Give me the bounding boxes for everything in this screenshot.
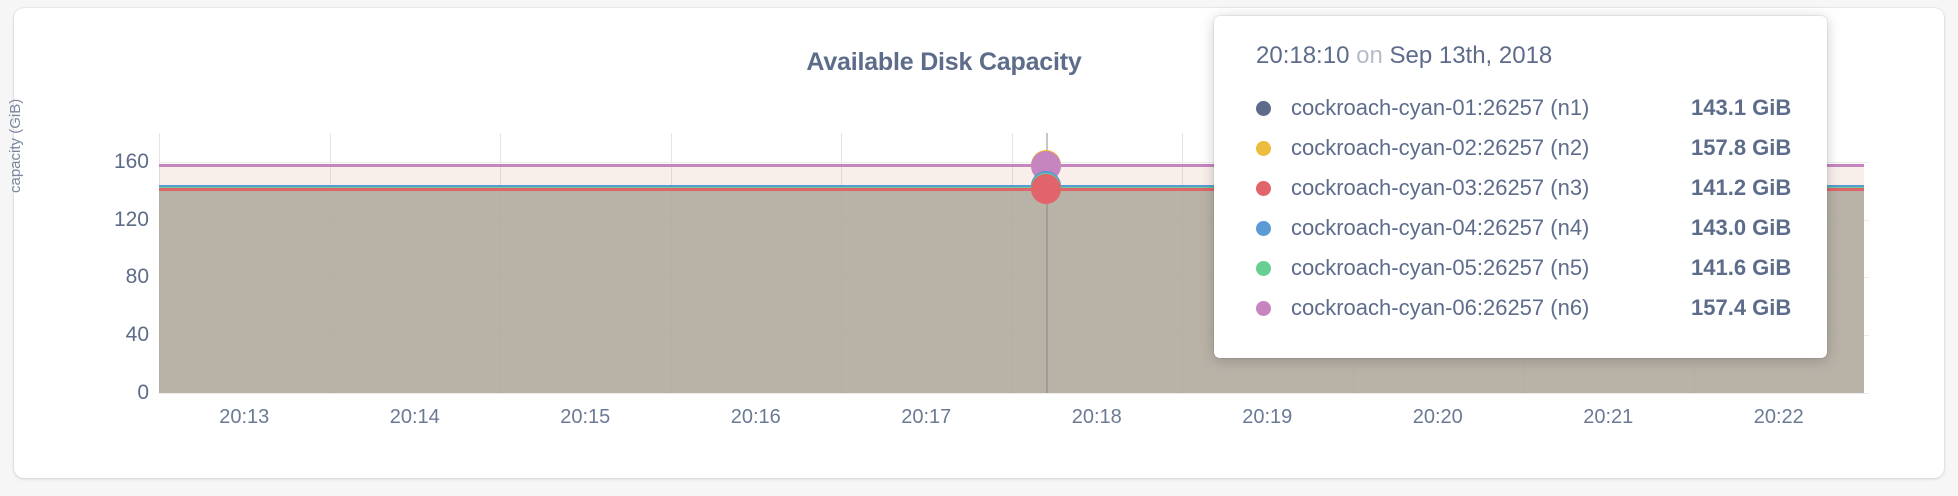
tooltip-connector: on [1356, 42, 1383, 69]
tooltip-series-value: 141.6 GiB [1691, 255, 1792, 280]
tooltip-time: 20:18:10 [1256, 42, 1350, 69]
x-tick-label: 20:21 [1583, 406, 1634, 428]
tooltip-series-value: 157.4 GiB [1691, 295, 1792, 320]
series-line-n4 [159, 184, 1864, 188]
y-gridline [159, 335, 1869, 337]
y-tick-label: 80 [125, 265, 149, 289]
y-tick-label: 160 [113, 149, 149, 173]
x-gridline [841, 133, 842, 393]
tooltip-date: Sep 13th, 2018 [1389, 42, 1553, 69]
x-tick-label: 20:22 [1753, 406, 1804, 428]
tooltip-row: cockroach-cyan-03:26257 (n3) 141.2 GiB [1256, 168, 1793, 208]
x-gridline [670, 133, 672, 393]
y-tick-label: 0 [137, 381, 149, 404]
y-gridline [159, 219, 1869, 221]
chart-card: Available Disk Capacity capacity (GiB) 0… [7, 8, 1944, 478]
tooltip-row: cockroach-cyan-04:26257 (n4) 143.0 GiB [1256, 208, 1793, 248]
tooltip-row: cockroach-cyan-05:26257 (n5) 141.6 GiB [1256, 248, 1793, 288]
tooltip-series-label: cockroach-cyan-03:26257 (n3) [1291, 175, 1590, 200]
x-tick-label: 20:18 [1071, 406, 1122, 428]
x-tick-label: 20:17 [901, 406, 952, 428]
tooltip-series-label: cockroach-cyan-01:26257 (n1) [1291, 95, 1590, 120]
tooltip-series-label: cockroach-cyan-02:26257 (n2) [1291, 135, 1590, 160]
x-tick-label: 20:20 [1412, 406, 1463, 428]
tooltip-series-label: cockroach-cyan-04:26257 (n4) [1291, 215, 1590, 240]
x-gridline [1011, 133, 1013, 393]
tooltip-series-value: 143.0 GiB [1691, 215, 1792, 240]
x-tick-label: 20:19 [1242, 406, 1293, 428]
tooltip-row: cockroach-cyan-02:26257 (n2) 157.8 GiB [1256, 128, 1793, 168]
cursor-line [1045, 133, 1048, 393]
series-line-n6 [159, 164, 1864, 168]
x-tick-label: 20:13 [219, 406, 270, 428]
chart-title: Available Disk Capacity [806, 48, 1082, 76]
y-tick-label: 120 [113, 207, 149, 231]
tooltip-header: 20:18:10 on Sep 13th, 2018 [1256, 42, 1793, 70]
y-axis-label: capacity (GiB) [7, 98, 24, 193]
y-gridline [159, 277, 1869, 279]
tooltip-series-label: cockroach-cyan-05:26257 (n5) [1291, 255, 1590, 280]
y-gridline [159, 393, 1869, 394]
x-gridline [1182, 133, 1183, 393]
tooltip-series-value: 157.8 GiB [1691, 135, 1792, 160]
x-tick-label: 20:14 [389, 406, 440, 428]
tooltip-row: cockroach-cyan-06:26257 (n6) 157.4 GiB [1256, 288, 1793, 328]
tooltip-series-value: 141.2 GiB [1691, 175, 1792, 200]
tooltip-row: cockroach-cyan-01:26257 (n1) 143.1 GiB [1256, 88, 1793, 128]
tooltip-series-value: 143.1 GiB [1691, 95, 1792, 120]
data-point-marker-n3 [1030, 174, 1061, 205]
series-line-n3 [159, 187, 1864, 191]
tooltip-rows: cockroach-cyan-01:26257 (n1) 143.1 GiB coc… [1256, 88, 1793, 328]
x-gridline [159, 133, 160, 393]
x-tick-label: 20:15 [560, 406, 611, 428]
series-color-dot [1256, 260, 1271, 276]
series-color-dot [1256, 300, 1271, 316]
series-color-dot [1256, 100, 1271, 116]
x-tick-label: 20:16 [730, 406, 781, 428]
series-color-dot [1256, 140, 1271, 156]
hover-tooltip: 20:18:10 on Sep 13th, 2018 cockroach-cya… [1214, 16, 1827, 358]
series-color-dot [1256, 220, 1271, 236]
series-color-dot [1256, 180, 1271, 196]
y-gridline [159, 161, 1869, 163]
x-gridline [500, 133, 501, 393]
x-gridline [329, 133, 331, 393]
tooltip-series-label: cockroach-cyan-06:26257 (n6) [1291, 295, 1590, 320]
y-tick-label: 40 [125, 323, 149, 347]
